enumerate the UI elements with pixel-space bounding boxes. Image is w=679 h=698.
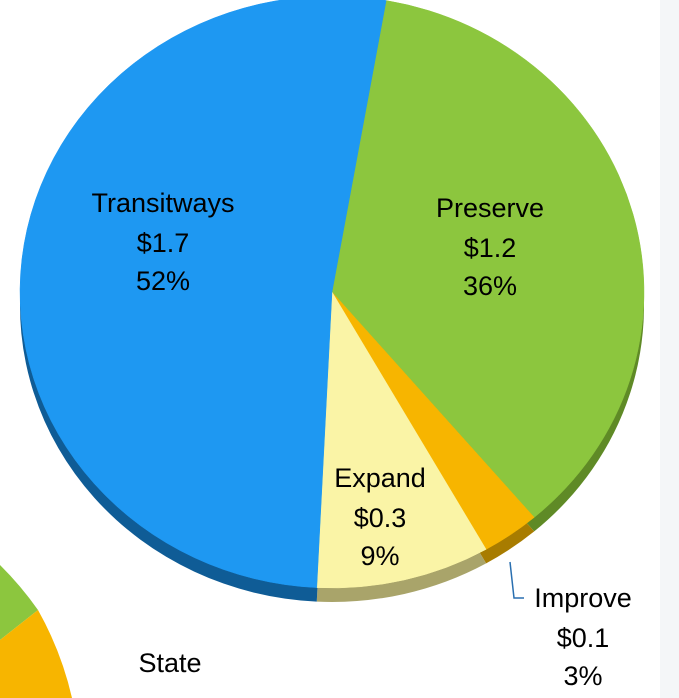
slice-label: Preserve <box>436 193 544 223</box>
other-label: State <box>138 648 201 678</box>
slice <box>19 0 387 588</box>
amount-label: $0.3 <box>354 503 407 533</box>
second-pie-fragment <box>0 565 72 698</box>
percent-label: 36% <box>463 271 517 301</box>
fragment-slice <box>0 565 38 640</box>
pie <box>19 0 645 602</box>
leader-line <box>509 561 524 599</box>
slice-label: Transitways <box>91 188 234 218</box>
slice <box>316 291 487 589</box>
percent-label: 9% <box>360 541 399 571</box>
amount-label: $1.2 <box>464 233 517 263</box>
slice-label: Expand <box>334 463 426 493</box>
slice-label: Improve <box>534 583 632 613</box>
side-strip <box>660 0 679 698</box>
amount-label: $0.1 <box>557 623 610 653</box>
fragment-slice <box>0 610 72 698</box>
slice <box>331 0 645 518</box>
percent-label: 3% <box>563 661 602 691</box>
amount-label: $1.7 <box>137 228 190 258</box>
percent-label: 52% <box>136 266 190 296</box>
